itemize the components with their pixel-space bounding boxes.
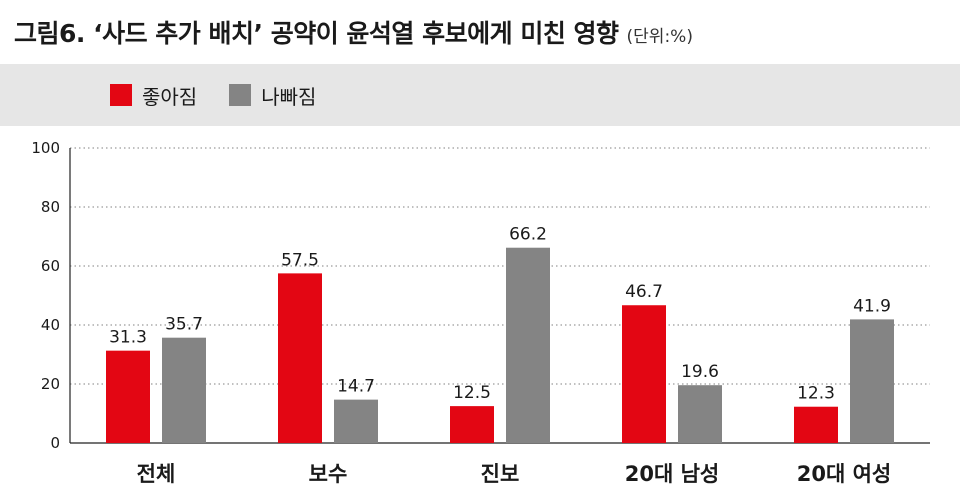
title-row: 그림6. ‘사드 추가 배치’ 공약이 윤석열 후보에게 미친 영향 (단위:%… — [14, 14, 693, 54]
data-label: 66.2 — [509, 225, 547, 245]
y-tick-label: 80 — [41, 198, 60, 216]
data-label: 12.5 — [453, 383, 491, 403]
legend-item-bad: 나빠짐 — [229, 81, 316, 110]
legend-label-bad: 나빠짐 — [261, 84, 317, 109]
bar-bad — [162, 337, 206, 443]
data-label: 35.7 — [165, 315, 203, 335]
data-label: 19.6 — [681, 362, 719, 382]
legend-label-good: 좋아짐 — [142, 84, 198, 109]
y-tick-label: 100 — [31, 139, 60, 157]
legend-swatch-bad — [229, 84, 252, 106]
y-tick-label: 0 — [50, 434, 60, 452]
legend: 좋아짐 나빠짐 — [0, 64, 960, 126]
y-tick-label: 60 — [41, 257, 60, 275]
bar-chart: 0 20 40 60 80 100 31.3 35.7 전체 57.5 14.7 보수 12.5 66.2… — [31, 139, 930, 486]
x-category-label: 20대 남성 — [625, 462, 720, 486]
bar-good — [622, 305, 666, 443]
data-label: 46.7 — [625, 282, 663, 302]
bar-good — [794, 406, 838, 443]
x-category-label: 20대 여성 — [797, 462, 892, 486]
chart-title: 그림6. ‘사드 추가 배치’ 공약이 윤석열 후보에게 미친 영향 — [14, 19, 619, 48]
legend-swatch-good — [110, 84, 132, 106]
data-label: 31.3 — [109, 328, 147, 348]
bar-good — [450, 406, 494, 443]
data-label: 14.7 — [337, 377, 375, 397]
data-label: 12.3 — [797, 384, 835, 404]
bar-bad — [850, 319, 894, 443]
y-tick-label: 40 — [41, 316, 60, 334]
bar-bad — [334, 399, 378, 443]
x-category-label: 보수 — [309, 462, 348, 486]
bar-bad — [678, 385, 722, 443]
legend-item-good: 좋아짐 — [110, 81, 197, 110]
bar-good — [278, 273, 322, 443]
bar-bad — [506, 247, 550, 443]
unit-label: (단위:%) — [626, 27, 693, 47]
x-category-label: 전체 — [137, 462, 176, 486]
bar-good — [106, 350, 150, 443]
data-label: 41.9 — [853, 296, 891, 316]
y-tick-label: 20 — [41, 375, 60, 393]
x-category-label: 진보 — [481, 462, 520, 486]
data-label: 57.5 — [281, 250, 319, 270]
